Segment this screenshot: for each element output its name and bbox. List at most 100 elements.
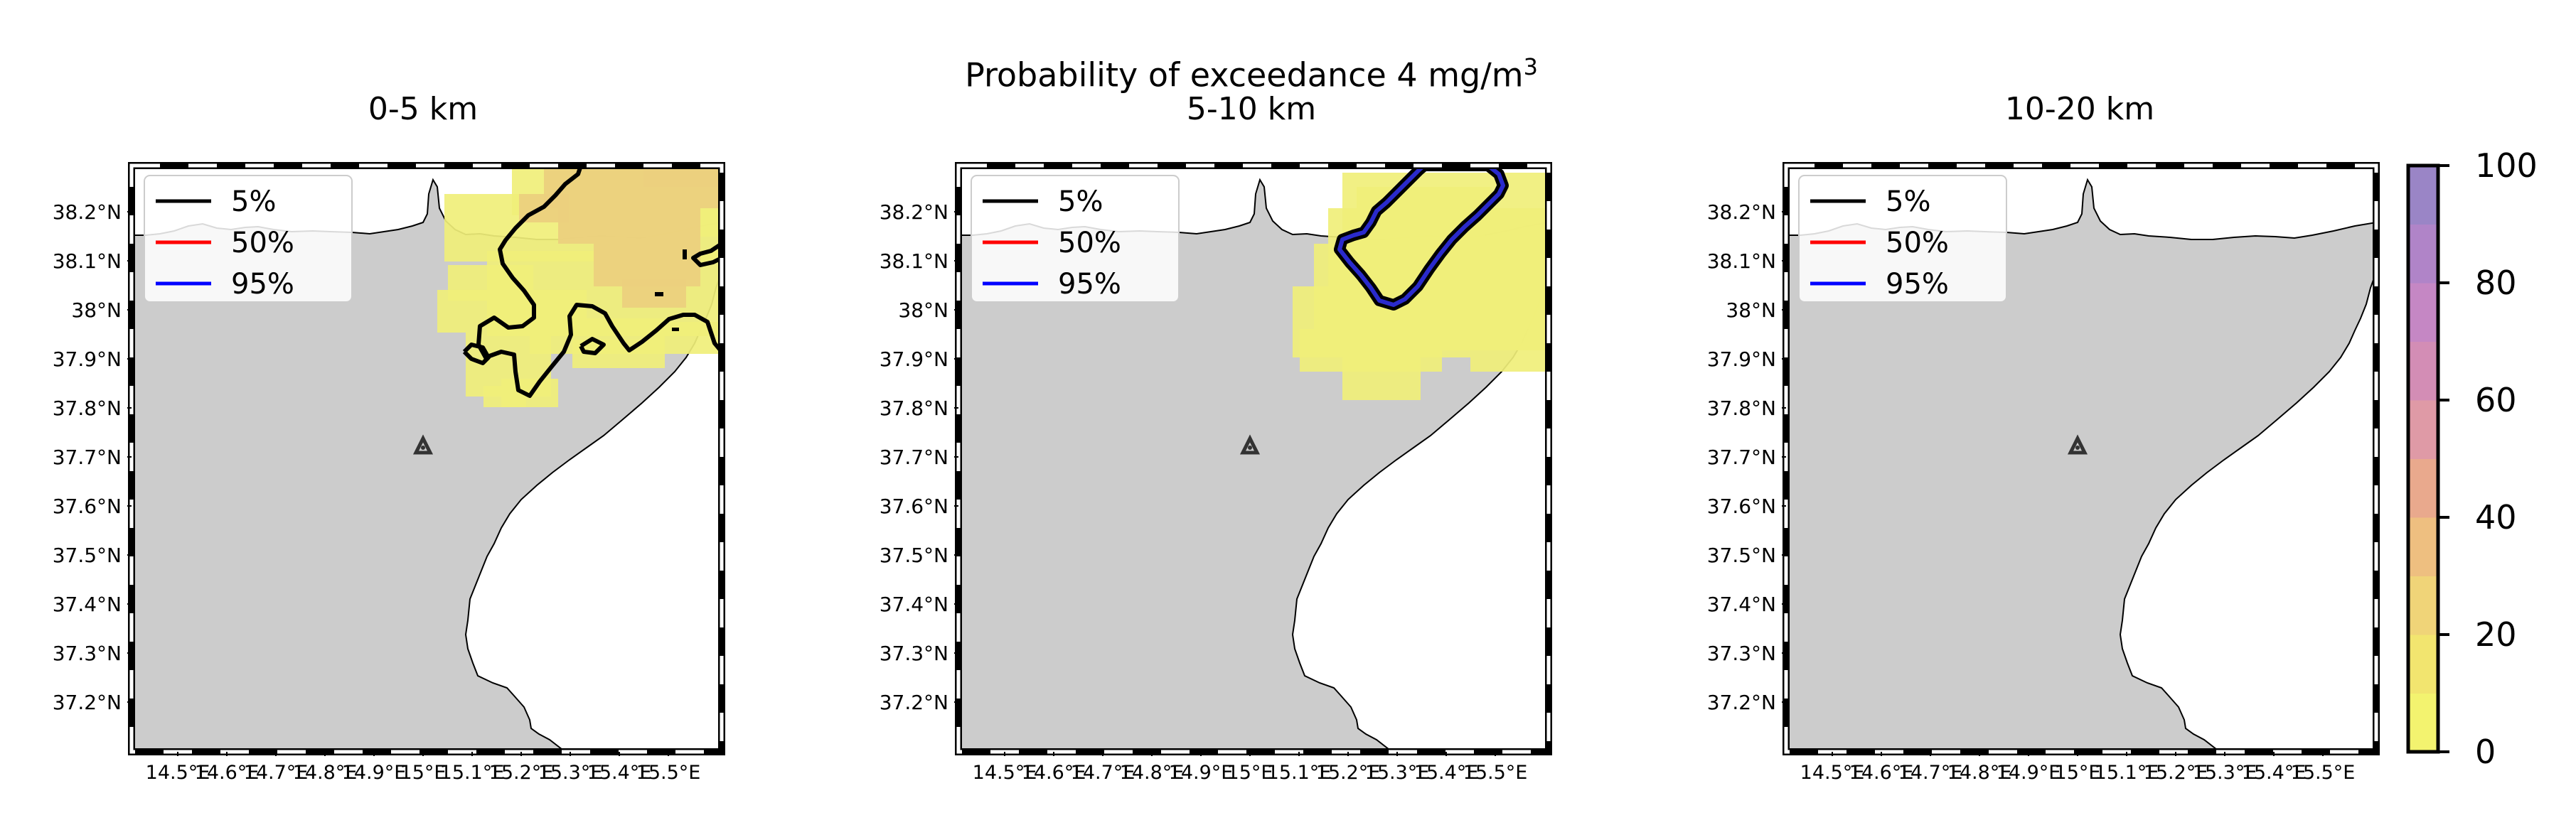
contour-legend: 5% 50% 95% <box>971 175 1180 303</box>
lat-tick-label: 37.5°N <box>880 544 948 567</box>
lat-tick-label: 37.7°N <box>880 446 948 469</box>
lon-tick-label: 15.5°E <box>1463 762 1528 784</box>
colorbar-segment <box>2408 400 2438 459</box>
volcano-vent-point <box>1248 446 1252 450</box>
volcano-vent-triangle <box>1239 434 1261 455</box>
colorbar-segment <box>2408 166 2438 225</box>
lon-tick-label: 14.6°E <box>1022 762 1086 784</box>
lon-tick-label: 15.4°E <box>587 762 652 784</box>
map-panel-2: 38.2°N 38.1°N 38°N 37.9°N 37.8°N 37.7°N 37.6°N… <box>880 162 1552 784</box>
lat-tick-label: 37.6°N <box>1707 495 1776 518</box>
map-frame <box>955 162 1552 755</box>
lat-tick-label: 38.2°N <box>880 200 948 224</box>
colorbar-segment <box>2408 635 2438 694</box>
lon-tick-label: 14.8°E <box>1120 762 1185 784</box>
volcano-vent-triangle <box>412 434 434 455</box>
lon-tick-label: 14.5°E <box>1800 762 1865 784</box>
lat-tick-label: 37.6°N <box>880 495 948 518</box>
lat-tick-label: 37.5°N <box>1707 544 1776 567</box>
probability-field <box>1293 166 1549 400</box>
lat-tick-label: 38°N <box>71 298 122 322</box>
lon-tick-label: 14.8°E <box>1947 762 2012 784</box>
lat-tick-label: 37.4°N <box>53 593 122 616</box>
lat-tick-label: 37.6°N <box>53 495 122 518</box>
lon-tick-label: 15.4°E <box>2242 762 2307 784</box>
lat-tick-label: 37.5°N <box>53 544 122 567</box>
contour-5-percent <box>672 328 679 331</box>
contour-legend: 5% 50% 95% <box>1798 175 2007 303</box>
lon-tick-label: 15.4°E <box>1414 762 1479 784</box>
lat-tick-label: 38°N <box>898 298 948 322</box>
colorbar-segment <box>2408 693 2438 753</box>
lon-tick-label: 15°E <box>1227 762 1273 784</box>
legend-label: 95% <box>1058 268 1121 301</box>
lon-tick-label: 14.6°E <box>195 762 260 784</box>
lat-tick-label: 37.7°N <box>1707 446 1776 469</box>
lon-tick-label: 15.1°E <box>1267 762 1332 784</box>
lat-tick-label: 38.1°N <box>1707 249 1776 273</box>
lat-tick-label: 37.9°N <box>1707 347 1776 371</box>
legend-label: 5% <box>231 185 276 218</box>
lat-tick-label: 37.4°N <box>1707 593 1776 616</box>
lat-tick-label: 38°N <box>1726 298 1776 322</box>
contour-legend: 5% 50% 95% <box>144 175 353 303</box>
volcano-vent-point <box>421 446 425 450</box>
lat-tick-label: 38.2°N <box>53 200 122 224</box>
colorbar-segment <box>2408 458 2438 518</box>
contour-5-percent <box>691 242 722 267</box>
colorbar-segment <box>2408 341 2438 401</box>
legend-label: 5% <box>1886 185 1930 218</box>
colorbar-segment <box>2408 224 2438 284</box>
lat-tick-label: 38.1°N <box>880 249 948 273</box>
legend-label: 5% <box>1058 185 1103 218</box>
lon-tick-label: 15.5°E <box>2291 762 2356 784</box>
volcano-vent-point <box>2075 446 2080 450</box>
lon-tick-label: 14.5°E <box>973 762 1037 784</box>
lon-tick-label: 15.3°E <box>2193 762 2257 784</box>
lon-tick-label: 15.5°E <box>636 762 701 784</box>
lon-tick-label: 14.7°E <box>244 762 309 784</box>
colorbar-tick-label: 100 <box>2475 146 2538 185</box>
lat-tick-label: 37.3°N <box>880 642 948 665</box>
volcano-vent-triangle <box>2067 434 2088 455</box>
contour-95-percent <box>1337 166 1505 307</box>
legend-label: 50% <box>1058 227 1121 259</box>
lon-tick-label: 14.6°E <box>1849 762 1914 784</box>
lon-tick-label: 14.9°E <box>1997 762 2061 784</box>
lon-tick-label: 15.3°E <box>1365 762 1430 784</box>
lat-tick-label: 37.2°N <box>1707 691 1776 714</box>
probability-field <box>437 166 722 407</box>
lon-tick-label: 15.3°E <box>538 762 603 784</box>
colorbar-tick-label: 80 <box>2475 264 2517 302</box>
lon-tick-label: 15.1°E <box>2095 762 2159 784</box>
lat-tick-label: 37.4°N <box>880 593 948 616</box>
lon-tick-label: 14.5°E <box>146 762 210 784</box>
lat-tick-label: 37.8°N <box>880 397 948 420</box>
colorbar-frame <box>2406 163 2440 754</box>
contour-5-percent <box>579 337 606 355</box>
colorbar-tick-label: 40 <box>2475 498 2517 536</box>
lon-tick-label: 14.9°E <box>1169 762 1234 784</box>
lat-tick-label: 37.3°N <box>1707 642 1776 665</box>
contour-5-percent <box>462 343 491 365</box>
contour-5-percent <box>476 166 722 398</box>
colorbar-tick-label: 60 <box>2475 381 2517 419</box>
lat-tick-label: 38.2°N <box>1707 200 1776 224</box>
map-frame <box>1783 162 2380 755</box>
map-frame <box>128 162 725 755</box>
figure-title: Probability of exceedance 4 mg/m3 <box>965 53 1538 95</box>
lat-tick-label: 38.1°N <box>53 249 122 273</box>
legend-label: 50% <box>1886 227 1949 259</box>
panel-2-title: 5-10 km <box>1186 91 1317 127</box>
colorbar-tick-label: 20 <box>2475 615 2517 654</box>
lat-tick-label: 37.9°N <box>53 347 122 371</box>
contour-5-percent <box>655 292 663 296</box>
lon-tick-label: 15.2°E <box>489 762 554 784</box>
lon-tick-label: 15.2°E <box>2144 762 2208 784</box>
panel-1-title: 0-5 km <box>368 91 479 127</box>
colorbar-segment <box>2408 517 2438 576</box>
lat-tick-label: 37.9°N <box>880 347 948 371</box>
